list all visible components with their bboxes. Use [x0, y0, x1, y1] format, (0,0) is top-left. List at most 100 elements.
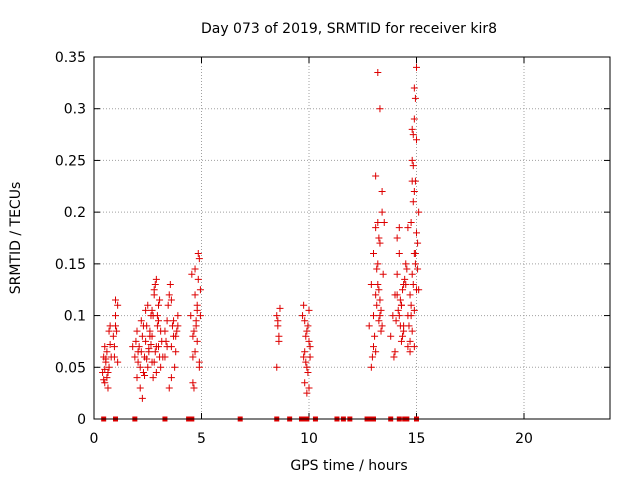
data-point-marker: [193, 306, 201, 314]
data-point-marker: [405, 322, 413, 330]
data-point-marker: [142, 306, 150, 314]
data-point-marker: [144, 363, 152, 371]
data-point-marker: [413, 63, 420, 71]
data-point-marker: [155, 301, 162, 309]
data-point-marker: [113, 327, 121, 335]
data-point-marker: [403, 265, 411, 273]
data-point-marker: [196, 286, 204, 294]
data-point-marker: [376, 239, 384, 247]
data-point-marker: [415, 208, 423, 216]
data-point-marker: [411, 250, 419, 258]
data-point-marker: [387, 332, 395, 340]
data-point-marker: [300, 301, 308, 309]
data-point-marker: [114, 358, 122, 366]
data-point-marker: [400, 327, 408, 335]
data-point-marker: [408, 156, 416, 164]
data-point-marker: [414, 239, 422, 247]
data-point-marker: [415, 286, 423, 294]
data-point-marker: [301, 348, 309, 356]
data-point-marker: [166, 281, 174, 289]
data-point-marker: [188, 270, 196, 278]
data-point-marker: [112, 312, 119, 320]
data-point-marker: [406, 348, 414, 356]
data-point-marker: [303, 363, 311, 371]
data-point-marker: [305, 384, 313, 392]
data-point-marker: [189, 332, 197, 340]
data-point-marker: [370, 343, 377, 351]
data-point-marker: [195, 255, 203, 263]
data-point-marker: [114, 301, 122, 309]
data-point-marker: [155, 343, 162, 351]
data-point-marker: [413, 229, 420, 237]
data-point-marker: [407, 312, 415, 320]
data-point-marker: [376, 105, 384, 113]
data-point-marker: [105, 327, 113, 335]
data-point-marker: [379, 270, 387, 278]
data-point-marker: [404, 224, 412, 232]
data-point-marker: [163, 317, 171, 325]
data-point-marker: [132, 337, 140, 345]
data-point-marker: [393, 234, 401, 242]
data-point-marker: [105, 363, 113, 371]
data-point-marker: [375, 286, 383, 294]
data-point-marker: [372, 172, 380, 180]
data-point-marker: [367, 363, 375, 371]
data-point-marker: [137, 317, 145, 325]
data-point-marker: [408, 125, 416, 133]
data-point-marker: [112, 322, 119, 330]
data-point-marker: [410, 306, 418, 314]
data-point-marker: [395, 250, 403, 258]
x-tick-label: 0: [90, 431, 99, 447]
data-point-marker: [144, 301, 152, 309]
data-point-marker: [397, 301, 405, 309]
data-point-marker: [102, 355, 110, 363]
data-point-marker: [375, 317, 383, 325]
data-point-marker: [406, 337, 414, 345]
data-point-marker: [141, 372, 149, 380]
data-point-marker: [372, 224, 380, 232]
data-point-marker: [191, 265, 199, 273]
data-point-marker: [400, 281, 408, 289]
plot-frame: [93, 56, 611, 420]
data-point-marker: [402, 260, 410, 268]
data-point-marker: [161, 353, 169, 361]
data-point-marker: [194, 250, 202, 258]
data-point-marker: [414, 265, 422, 273]
data-point-marker: [410, 84, 418, 92]
data-point-marker: [396, 322, 404, 330]
y-axis-label: SRMTID / TECUs: [8, 182, 24, 295]
data-point-marker: [191, 291, 199, 299]
data-point-marker: [171, 363, 179, 371]
data-point-marker: [299, 312, 307, 320]
data-point-marker: [372, 348, 380, 356]
data-point-marker: [142, 337, 150, 345]
data-point-marker: [378, 187, 386, 195]
data-point-marker: [133, 327, 141, 335]
x-tick-label: 10: [300, 431, 318, 447]
data-point-marker: [145, 345, 153, 353]
y-tick-label: 0: [77, 412, 86, 428]
data-point-marker: [306, 353, 314, 361]
data-point-marker: [131, 353, 139, 361]
data-point-marker: [138, 394, 146, 402]
data-point-marker: [408, 327, 416, 335]
y-tick-label: 0.25: [55, 153, 86, 169]
data-point-marker: [109, 332, 117, 340]
data-point-marker: [147, 341, 155, 349]
data-point-marker: [302, 358, 310, 366]
data-point-marker: [106, 341, 114, 349]
data-point-marker: [146, 327, 154, 335]
data-point-marker: [110, 343, 118, 351]
y-tick-label: 0.2: [64, 205, 86, 221]
x-tick-label: 20: [515, 431, 533, 447]
data-point-marker: [170, 317, 178, 325]
data-point-marker: [305, 337, 313, 345]
data-point-marker: [410, 115, 418, 123]
data-point-marker: [190, 384, 198, 392]
data-point-marker: [373, 301, 381, 309]
data-point-marker: [172, 348, 180, 356]
data-point-marker: [189, 379, 197, 387]
data-point-marker: [161, 327, 169, 335]
data-point-marker: [174, 312, 182, 320]
data-point-marker: [374, 69, 382, 77]
